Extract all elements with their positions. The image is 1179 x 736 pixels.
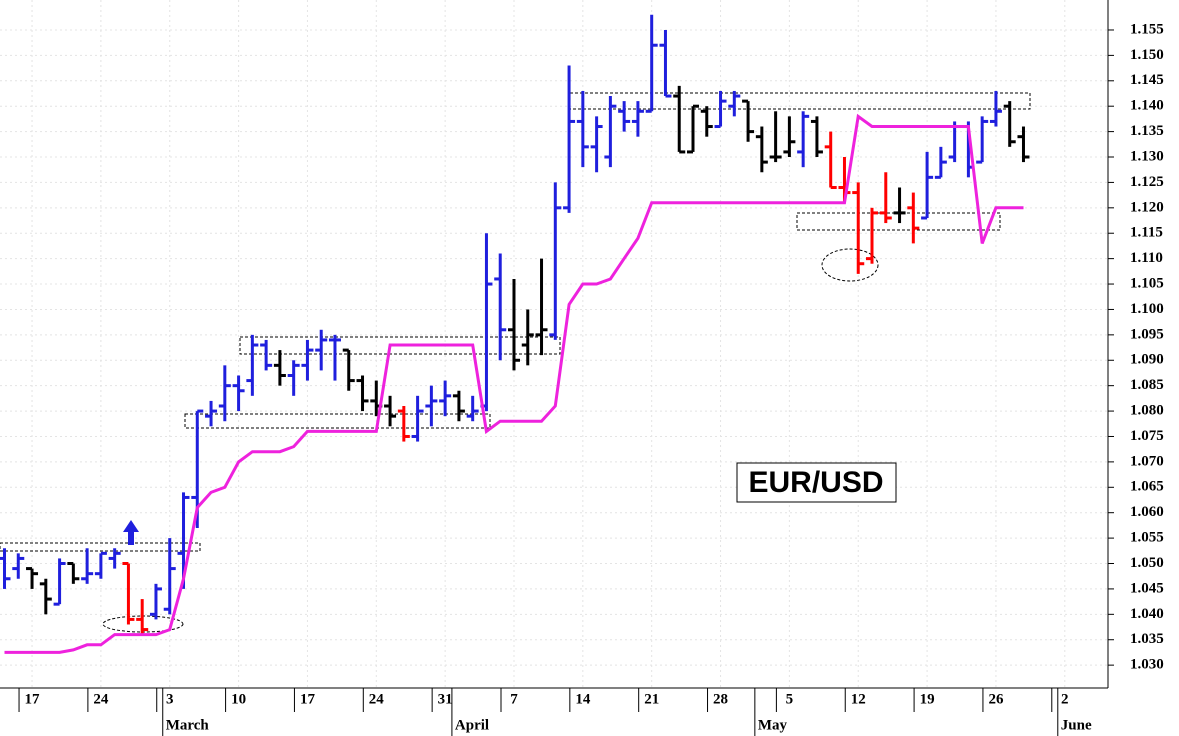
y-tick-label: 1.090 [1130,352,1164,368]
x-tick-label: 26 [988,691,1004,707]
y-tick-label: 1.135 [1130,123,1164,139]
x-tick-label: 5 [786,691,794,707]
zone-box [0,542,201,552]
x-tick-label: 31 [438,691,453,707]
y-tick-label: 1.120 [1130,199,1164,215]
x-tick-label: 2 [1061,691,1069,707]
y-tick-label: 1.070 [1130,453,1164,469]
x-tick-label: 19 [920,691,935,707]
zone-box [239,336,561,355]
zone-box [569,92,1031,110]
month-label: April [455,717,489,733]
annotations [0,92,1031,633]
x-tick-label: 17 [25,691,41,707]
y-tick-label: 1.105 [1130,275,1164,291]
y-tick-label: 1.100 [1130,301,1164,317]
y-tick-label: 1.130 [1130,148,1164,164]
y-tick-label: 1.040 [1130,606,1164,622]
y-tick-label: 1.150 [1130,47,1164,63]
y-tick-label: 1.155 [1130,21,1164,37]
x-tick-label: 28 [713,691,728,707]
x-tick-label: 14 [575,691,591,707]
month-label: March [166,717,210,733]
x-tick-label: 24 [93,691,109,707]
y-tick-label: 1.055 [1130,530,1164,546]
y-tick-label: 1.095 [1130,326,1164,342]
x-tick-label: 21 [644,691,659,707]
y-tick-label: 1.110 [1130,250,1163,266]
month-label: May [758,717,788,733]
x-tick-label: 10 [231,691,246,707]
y-tick-label: 1.080 [1130,403,1164,419]
zone-ellipse [821,248,879,282]
grid [0,0,1108,688]
y-tick-label: 1.035 [1130,631,1164,647]
annotation-box [736,462,897,503]
x-tick-label: 3 [166,691,174,707]
x-tick-label: 24 [369,691,385,707]
y-tick-label: 1.085 [1130,377,1164,393]
y-tick-label: 1.050 [1130,555,1164,571]
x-tick-label: 12 [851,691,866,707]
y-tick-label: 1.125 [1130,174,1164,190]
stop-line [4,113,1024,654]
y-tick-label: 1.060 [1130,504,1164,520]
y-tick-label: 1.075 [1130,428,1164,444]
x-tick-label: 17 [300,691,316,707]
zone-box [184,413,491,429]
y-tick-label: 1.145 [1130,72,1164,88]
x-tick-label: 7 [510,691,518,707]
y-tick-label: 1.030 [1130,657,1164,673]
annotation-label: EUR/USD [748,466,883,499]
y-tick-label: 1.115 [1130,225,1163,241]
plot [0,14,1030,654]
month-label: June [1061,717,1092,733]
y-tick-label: 1.140 [1130,98,1164,114]
y-tick-label: 1.065 [1130,479,1164,495]
signal-arrow [123,520,139,545]
y-tick-label: 1.045 [1130,580,1164,596]
